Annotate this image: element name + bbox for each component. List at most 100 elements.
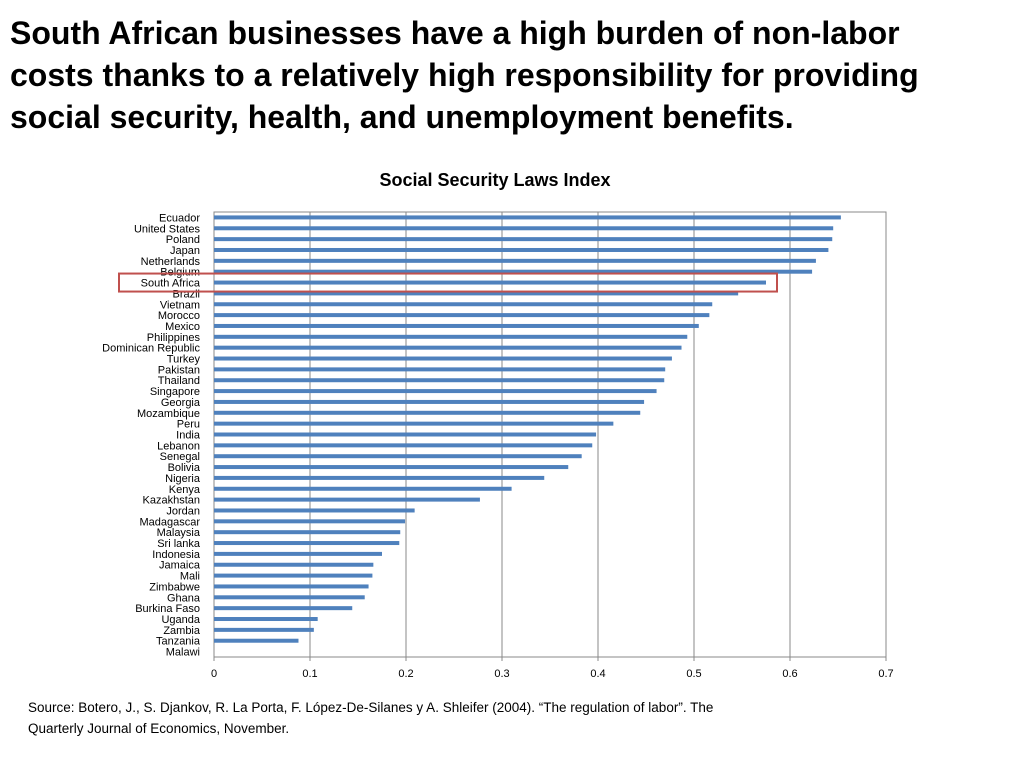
category-label: Pakistan bbox=[158, 364, 200, 376]
bar bbox=[214, 291, 739, 296]
category-label: Japan bbox=[170, 245, 200, 257]
category-label: Zambia bbox=[163, 625, 201, 637]
x-tick-layer: 0 0.1 0.2 0.3 0.4 0.5 0.6 0.7 bbox=[211, 657, 894, 680]
category-label: Jordan bbox=[166, 505, 200, 517]
bar bbox=[214, 334, 688, 339]
bar bbox=[214, 486, 512, 491]
category-label: Thailand bbox=[158, 375, 200, 387]
category-label: Singapore bbox=[150, 386, 200, 398]
category-label: Dominican Republic bbox=[102, 343, 200, 355]
category-label: Nigeria bbox=[165, 473, 201, 485]
category-label: Poland bbox=[166, 234, 200, 246]
headline-line: South African businesses have a high bur… bbox=[10, 15, 900, 51]
x-tick-label: 0.5 bbox=[686, 668, 701, 680]
category-label: Georgia bbox=[161, 397, 201, 409]
bar bbox=[214, 247, 829, 252]
category-label: Bolivia bbox=[168, 462, 201, 474]
category-label: Kenya bbox=[169, 484, 201, 496]
highlight-box bbox=[118, 272, 778, 293]
category-label: Ghana bbox=[167, 592, 201, 604]
bar bbox=[214, 389, 657, 394]
bar bbox=[214, 269, 813, 274]
bar bbox=[214, 551, 382, 556]
category-label: Morocco bbox=[158, 310, 200, 322]
bar bbox=[214, 530, 401, 535]
category-label: Indonesia bbox=[152, 549, 201, 561]
bar bbox=[214, 584, 369, 589]
category-label: Senegal bbox=[160, 451, 200, 463]
bar bbox=[214, 606, 353, 611]
category-label: Tanzania bbox=[156, 636, 201, 648]
bar bbox=[214, 497, 480, 502]
bar bbox=[214, 237, 833, 242]
bar bbox=[214, 617, 318, 622]
bar bbox=[214, 562, 374, 567]
category-label: Ecuador bbox=[159, 212, 200, 224]
x-tick-label: 0.3 bbox=[494, 668, 509, 680]
category-label: Kazakhstan bbox=[143, 495, 200, 507]
bar bbox=[214, 356, 672, 361]
source-note: Source: Botero, J., S. Djankov, R. La Po… bbox=[28, 697, 828, 739]
highlight-layer bbox=[118, 272, 778, 293]
category-label: Zimbabwe bbox=[149, 581, 200, 593]
bar bbox=[214, 454, 582, 459]
x-tick-label: 0.7 bbox=[878, 668, 893, 680]
bar bbox=[214, 421, 614, 426]
bar bbox=[214, 573, 373, 578]
x-tick-label: 0.6 bbox=[782, 668, 797, 680]
bar bbox=[214, 280, 766, 285]
source-note-line: Source: Botero, J., S. Djankov, R. La Po… bbox=[28, 700, 714, 715]
bar bbox=[214, 258, 816, 263]
category-label: South Africa bbox=[141, 278, 201, 290]
bar bbox=[214, 215, 841, 220]
bar bbox=[214, 367, 666, 372]
bar bbox=[214, 399, 645, 404]
category-label: Sri lanka bbox=[157, 538, 201, 550]
bar bbox=[214, 323, 699, 328]
category-label: United States bbox=[134, 223, 201, 235]
bar bbox=[214, 443, 593, 448]
bar bbox=[214, 313, 710, 318]
category-label: Malawi bbox=[166, 647, 200, 659]
headline: South African businesses have a high bur… bbox=[10, 12, 1010, 138]
category-label: Vietnam bbox=[160, 299, 200, 311]
category-label: Madagascar bbox=[139, 516, 200, 528]
bar bbox=[214, 226, 834, 231]
category-label: Malaysia bbox=[157, 527, 201, 539]
category-label: Jamaica bbox=[159, 560, 201, 572]
category-label: Peru bbox=[177, 419, 200, 431]
bar bbox=[214, 475, 545, 480]
bar bbox=[214, 638, 299, 643]
category-label: Mali bbox=[180, 571, 200, 583]
category-label: Philippines bbox=[147, 332, 201, 344]
category-label: Mexico bbox=[165, 321, 200, 333]
headline-line: costs thanks to a relatively high respon… bbox=[10, 57, 919, 93]
bar bbox=[214, 541, 400, 546]
x-tick-label: 0.2 bbox=[398, 668, 413, 680]
x-tick-label: 0 bbox=[211, 668, 217, 680]
bar bbox=[214, 432, 597, 437]
bar bbox=[214, 410, 641, 415]
x-tick-label: 0.4 bbox=[590, 668, 605, 680]
category-label: Mozambique bbox=[137, 408, 200, 420]
bar bbox=[214, 465, 569, 470]
bar bbox=[214, 345, 682, 350]
headline-line: social security, health, and unemploymen… bbox=[10, 99, 794, 135]
category-label: Uganda bbox=[161, 614, 200, 626]
category-label: Burkina Faso bbox=[135, 603, 200, 615]
category-label: Netherlands bbox=[141, 256, 201, 268]
bar bbox=[214, 519, 406, 524]
bar bbox=[214, 378, 665, 383]
bar bbox=[214, 595, 365, 600]
source-note-line: Quarterly Journal of Economics, November… bbox=[28, 721, 290, 736]
category-label: Turkey bbox=[167, 354, 201, 366]
bar bbox=[214, 627, 314, 632]
bar bbox=[214, 302, 713, 307]
category-label: India bbox=[176, 430, 201, 442]
bar bbox=[214, 508, 415, 513]
category-label: Lebanon bbox=[157, 440, 200, 452]
bar-layer bbox=[214, 215, 841, 643]
x-tick-label: 0.1 bbox=[302, 668, 317, 680]
